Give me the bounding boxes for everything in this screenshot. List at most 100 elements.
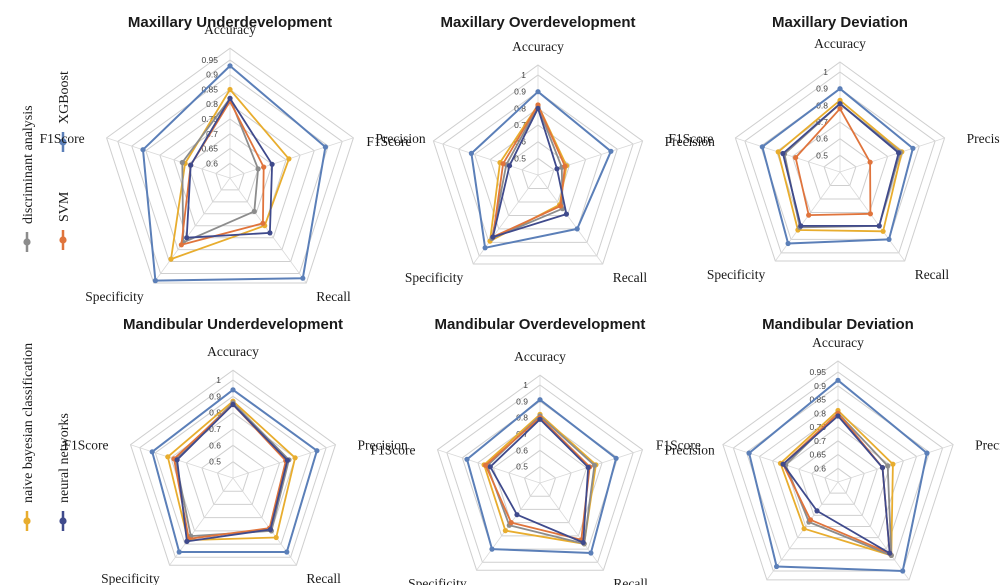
axis-label-specificity: Specificity (85, 289, 144, 304)
grid-ring (744, 71, 936, 254)
data-point (835, 377, 841, 383)
data-point (179, 159, 185, 166)
chart-title: Maxillary Underdevelopment (128, 14, 332, 31)
legend-label: SVM (57, 191, 72, 222)
axis-label-specificity: Specificity (101, 571, 160, 585)
axis-label-precision: Precision (358, 438, 408, 453)
tick-label: 0.9 (516, 396, 528, 406)
data-point (178, 242, 184, 248)
legend-label: XGBoost (57, 71, 72, 124)
grid-spoke (839, 171, 906, 262)
series-line (173, 403, 287, 540)
tick-label: 0.6 (514, 137, 526, 147)
tick-label: 1 (521, 70, 526, 80)
data-point (588, 550, 594, 556)
data-point (785, 240, 791, 247)
series-line (483, 413, 597, 545)
data-point (184, 538, 190, 545)
series-xgboost (464, 397, 619, 556)
data-point (775, 149, 781, 155)
data-point (284, 549, 290, 555)
legend-marker (59, 236, 67, 244)
data-point (885, 463, 891, 469)
grid-spoke (735, 137, 841, 173)
tick-label: 0.6 (814, 463, 826, 473)
data-point (483, 462, 489, 468)
grid-ring (508, 449, 572, 510)
data-point (746, 450, 752, 456)
tick-label: 1 (216, 375, 221, 385)
grid-spoke (472, 174, 539, 265)
data-point (260, 220, 266, 226)
data-point (267, 526, 273, 533)
grid-ring (492, 433, 588, 524)
series-svm (793, 106, 874, 218)
legend-label: neural networks (57, 413, 72, 503)
axis-label-accuracy: Accuracy (207, 344, 259, 359)
legend-lower: naive bayesian classification neural netw… (21, 343, 72, 531)
series-line (466, 398, 618, 554)
grid-ring (732, 371, 944, 572)
data-point (537, 416, 543, 422)
data-point (591, 462, 598, 468)
data-point (267, 230, 273, 236)
chart-title: Maxillary Deviation (772, 14, 908, 31)
data-point (837, 106, 843, 112)
data-point (489, 546, 495, 552)
data-point (227, 63, 233, 69)
series-line (491, 107, 568, 238)
grid-ring (811, 453, 865, 505)
grid-ring-outer (734, 61, 946, 262)
tick-label: 0.6 (516, 445, 528, 455)
axis-label-f1score: F1Score (40, 131, 85, 146)
grid-ring (185, 428, 281, 519)
tick-label: 1 (823, 67, 828, 77)
tick-label: 0.6 (209, 440, 221, 450)
series-neural-networks (487, 416, 591, 546)
series-line (782, 102, 900, 227)
legend-marker (59, 138, 67, 146)
series-line (761, 87, 914, 245)
grid-spoke (106, 137, 231, 179)
tick-label: 0.9 (514, 87, 526, 97)
grid-ring-outer (106, 47, 354, 284)
data-point (149, 449, 155, 455)
data-point (514, 512, 520, 518)
legend-label: naive bayesian classification (21, 343, 36, 503)
grid-ring (807, 138, 873, 200)
tick-label: 0.65 (809, 450, 826, 460)
data-point (535, 105, 541, 111)
data-point (286, 156, 292, 162)
series-line (491, 104, 566, 238)
series-discriminant-analysis (484, 413, 598, 547)
tick-label: 0.7 (814, 436, 826, 446)
grid-ring-outer (129, 369, 337, 566)
grid-ring (170, 412, 296, 532)
tick-label: 0.9 (814, 381, 826, 391)
grid-ring (474, 107, 602, 230)
data-point (837, 86, 843, 92)
tick-label: 0.9 (816, 84, 828, 94)
axis-label-precision: Precision (967, 131, 1000, 146)
data-point (798, 223, 804, 229)
grid-ring-outer (432, 64, 644, 265)
data-point (807, 517, 814, 523)
series-line (784, 412, 893, 557)
series-line (794, 107, 872, 217)
data-point (867, 159, 873, 165)
tick-label: 0.7 (209, 424, 221, 434)
grid-ring (521, 157, 555, 189)
grid-ring (824, 467, 852, 494)
series-line (170, 88, 290, 261)
axis-label-f1score: F1Score (668, 131, 713, 146)
tick-label: 0.65 (201, 144, 218, 154)
data-point (227, 95, 233, 101)
legend-marker (23, 238, 31, 246)
axis-label-f1score: F1Score (371, 443, 416, 458)
radar-panel-maxillary-underdevelopment: Maxillary Underdevelopment 0.95 0.9 0.85 0.8… (40, 14, 426, 304)
data-point (780, 461, 786, 467)
grid-ring (173, 118, 287, 227)
series-line (185, 97, 274, 239)
radar-panel-maxillary-overdevelopment: Maxillary Overdevelopment10.90.80.70.60.… (366, 14, 715, 285)
data-point (924, 450, 930, 456)
